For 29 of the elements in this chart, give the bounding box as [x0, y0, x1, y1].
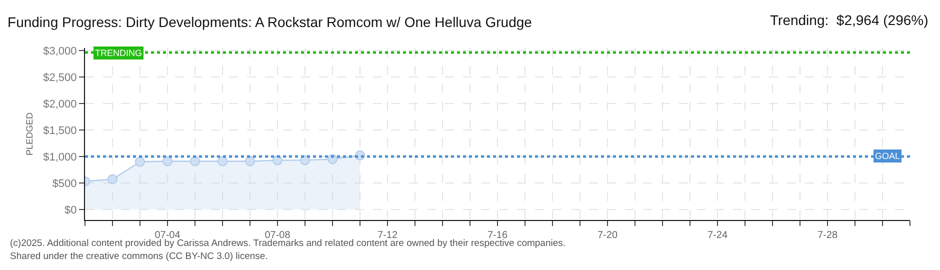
point	[190, 156, 200, 166]
point	[272, 155, 282, 166]
text: (c)2025. Additional content provided by Carissa Andrews. Trademarks and related content are owned by their respective companies.	[10, 238, 566, 249]
y-tick-label: $3,000	[43, 46, 77, 58]
y-tick-label: $2,500	[43, 72, 77, 84]
x-tick-label: 07-08	[264, 230, 291, 241]
y-tick-label: $1,500	[43, 124, 77, 137]
ref-line-label: TRENDING	[95, 48, 142, 58]
point	[245, 156, 255, 166]
point	[300, 155, 310, 166]
point	[162, 156, 172, 166]
x-tick-label: 7-24	[707, 230, 728, 241]
chart-title: Funding Progress: Dirty Developments: A Rockstar Romcom w/ One Helluva Grudge	[8, 14, 532, 30]
y-tick-label: $500	[52, 178, 77, 190]
x-tick-label: 7-16	[487, 230, 508, 241]
x-tick-label: 7-20	[597, 230, 618, 241]
point	[135, 156, 145, 167]
text: Shared under the creative commons (CC BY-NC 3.0) license.	[10, 251, 268, 262]
y-tick-label: $1,000	[43, 151, 77, 164]
text: Trending: $2,964 (296%)	[770, 12, 928, 28]
y-tick-label: $2,000	[43, 98, 77, 110]
y-axis-title: PLEDGED	[24, 112, 34, 156]
y-tick-label: $0	[64, 204, 77, 216]
x-tick-label: 7-28	[817, 230, 838, 241]
point	[108, 174, 118, 184]
x-tick-label: 07-04	[154, 230, 181, 241]
ref-line-label: GOAL	[875, 151, 900, 161]
x-tick-label: 7-12	[377, 230, 398, 241]
point	[218, 156, 228, 166]
